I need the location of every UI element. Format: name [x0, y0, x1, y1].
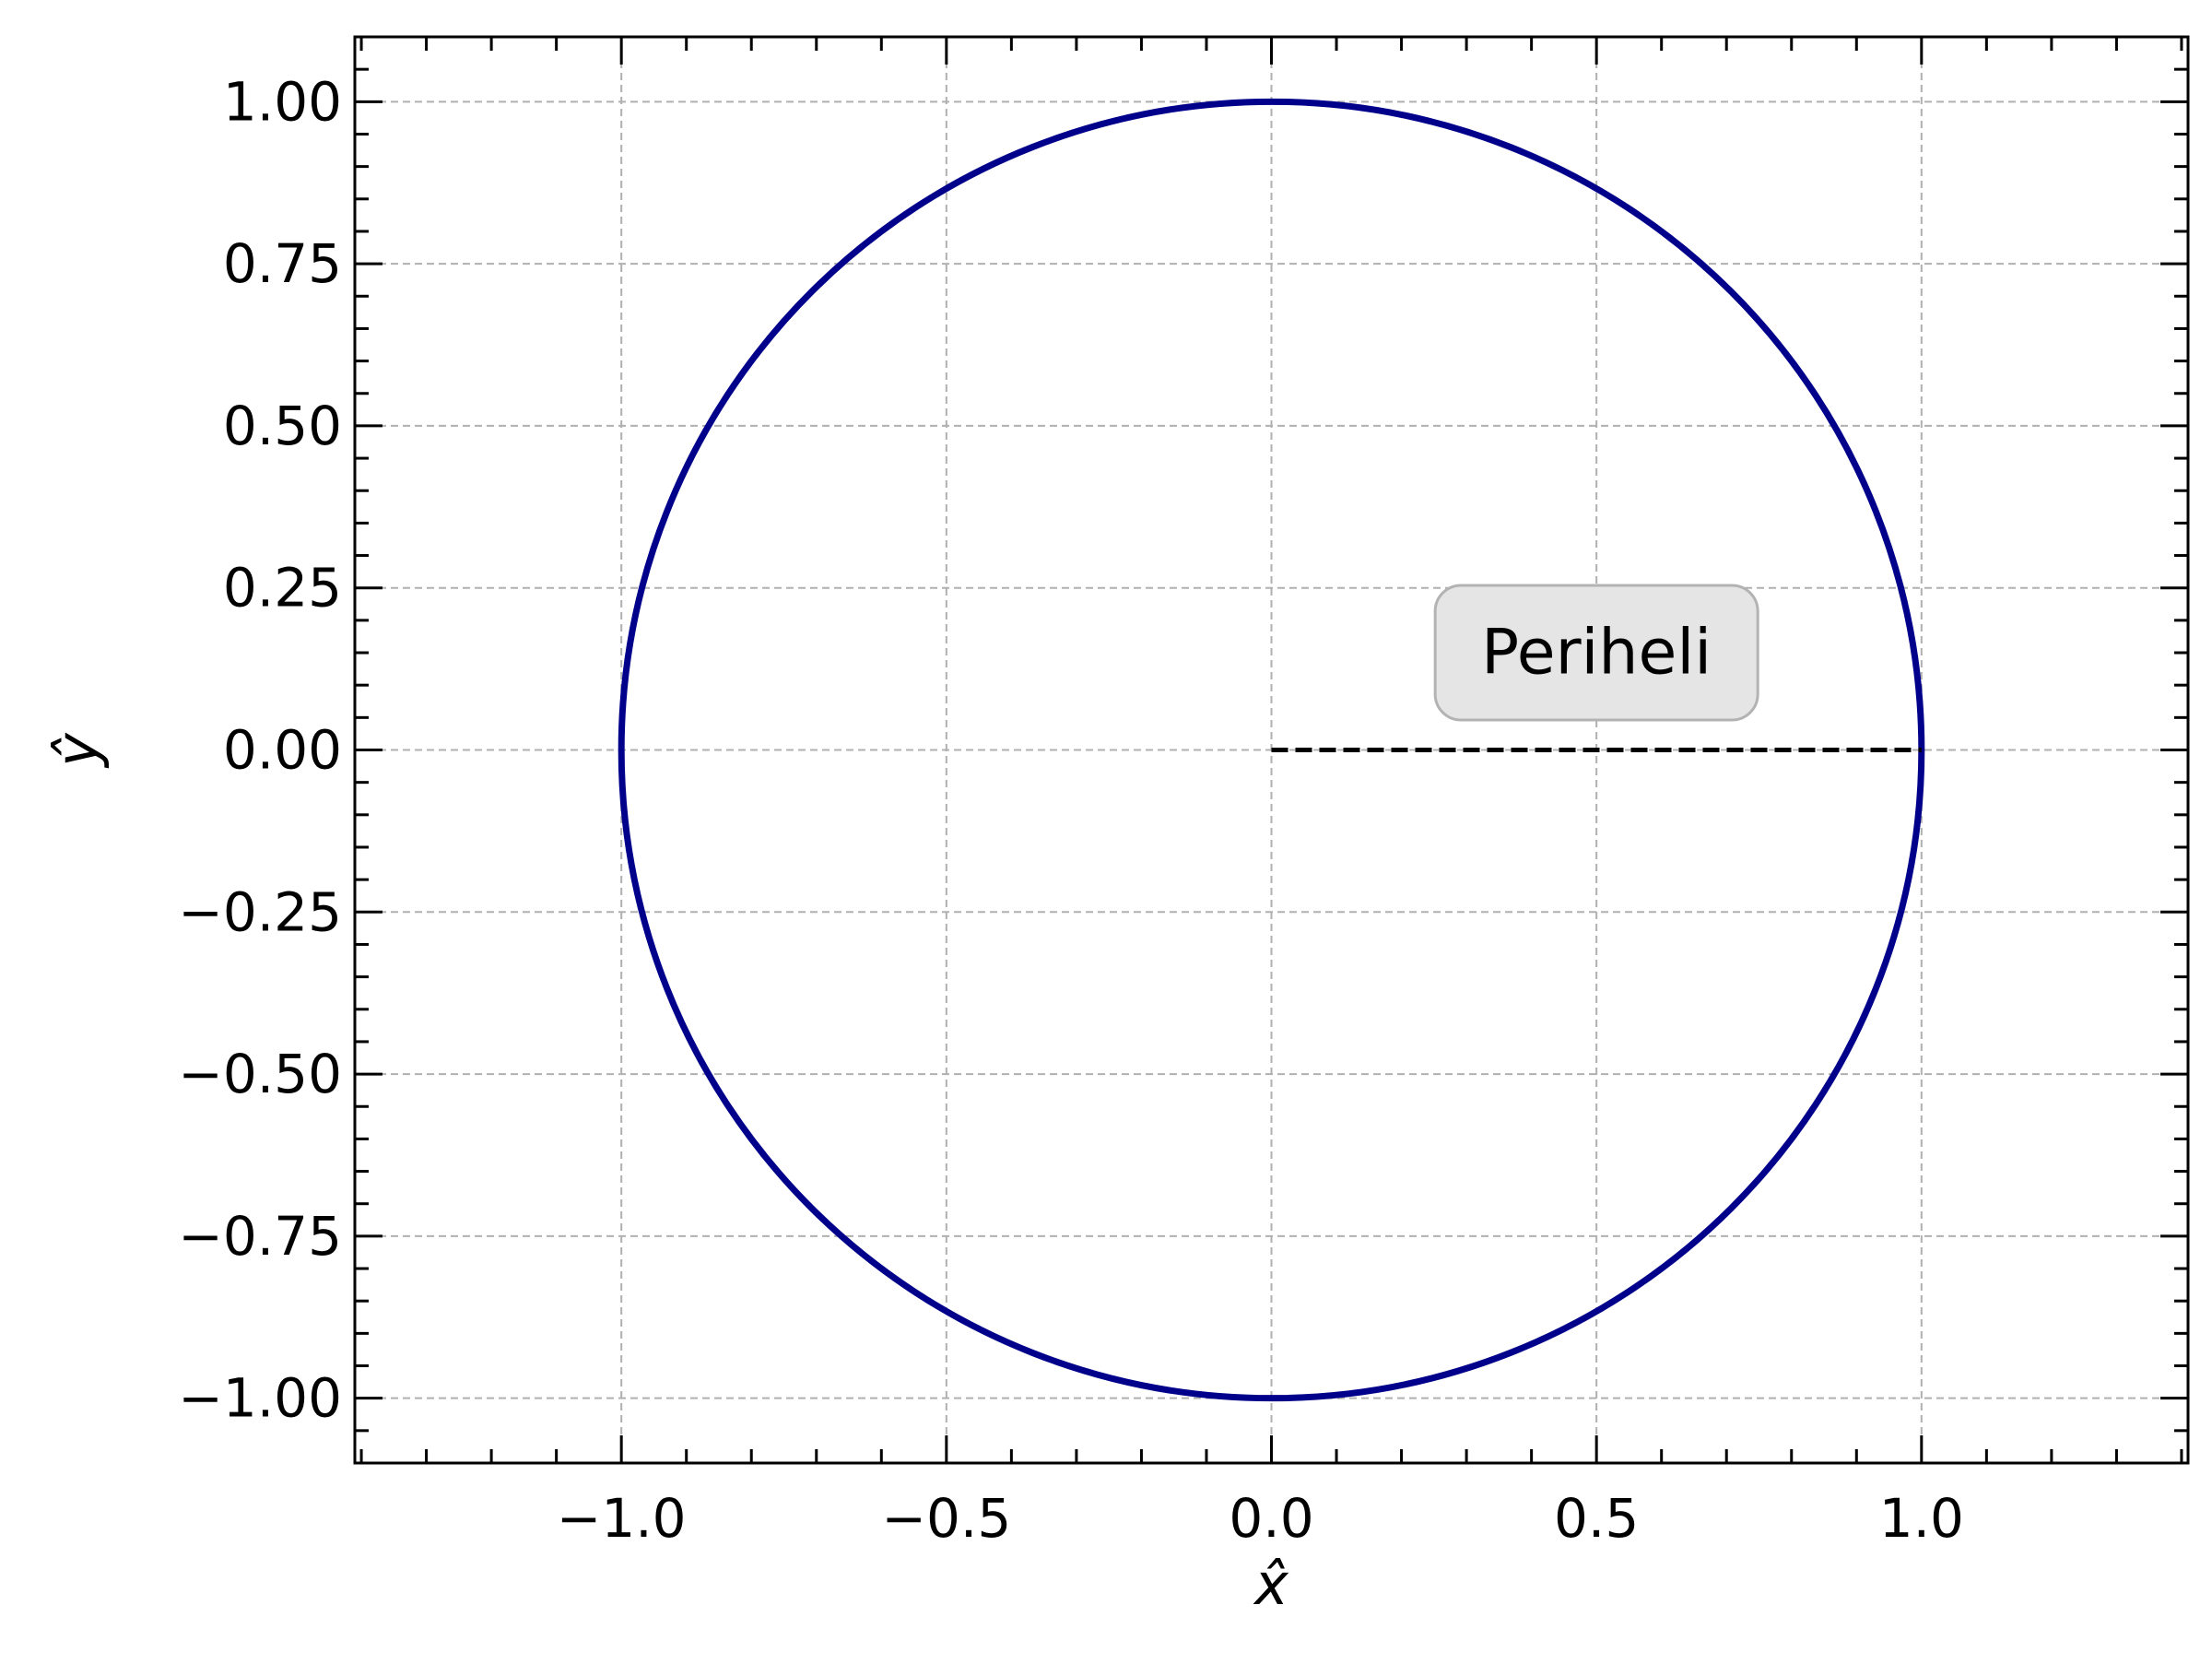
- x-axis-label: x̂: [1253, 1551, 1289, 1618]
- y-tick-label: −0.75: [178, 1205, 342, 1268]
- annotation-box: [1433, 584, 1759, 722]
- tick-labels: −1.0 −0.5 0.0 0.5 1.0 1.00 0.75 0.50 0.25 0.00 −0.…: [178, 70, 1964, 1550]
- y-tick-label: −1.00: [178, 1367, 342, 1430]
- x-tick-label: −1.0: [557, 1487, 687, 1550]
- ticks: [355, 35, 2188, 1465]
- y-axis-label: ŷ: [43, 732, 111, 769]
- y-tick-label: 0.75: [223, 232, 342, 295]
- annotations: Periheli: [1433, 584, 1759, 722]
- y-tick-label: −0.50: [178, 1043, 342, 1105]
- series: [618, 98, 1925, 1402]
- annotation-label: Periheli: [1481, 617, 1712, 690]
- x-tick-label: 0.0: [1229, 1487, 1313, 1550]
- x-tick-label: 0.5: [1554, 1487, 1639, 1550]
- y-tick-label: 0.00: [223, 719, 342, 782]
- y-tick-label: 1.00: [223, 70, 342, 133]
- y-tick-label: 0.50: [223, 395, 342, 457]
- y-tick-label: −0.25: [178, 880, 342, 943]
- y-tick-label: 0.25: [223, 557, 342, 620]
- x-tick-label: 1.0: [1879, 1487, 1964, 1550]
- x-tick-label: −0.5: [881, 1487, 1011, 1550]
